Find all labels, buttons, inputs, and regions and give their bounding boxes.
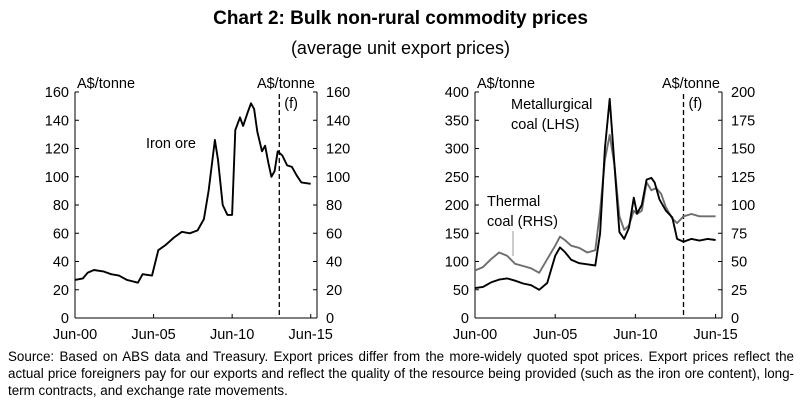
metallurgical-coal-lhs-line	[474, 97, 716, 291]
iron-ore-right-tick-label: 160	[326, 85, 350, 101]
coal-x-tick-label: Jun-00	[453, 327, 497, 343]
metallurgical-coal-label-line1: Metallurgical	[511, 97, 592, 113]
iron-ore-left-tick-label: 80	[53, 198, 69, 214]
iron-ore-right-tick-label: 40	[326, 255, 342, 271]
iron-ore-x-tick-label: Jun-10	[210, 327, 254, 343]
iron-ore-left-tick-label: 60	[53, 226, 69, 242]
iron-ore-left-tick-label: 100	[45, 170, 69, 186]
iron-ore-left-unit-label: A$/tonne	[77, 76, 135, 92]
coal-left-tick-label: 100	[445, 255, 469, 271]
coal-x-tick-label: Jun-05	[533, 327, 577, 343]
coal-left-tick-label: 300	[445, 142, 469, 158]
iron-ore-right-tick-label: 60	[326, 226, 342, 242]
iron-ore-right-tick-label: 0	[326, 311, 334, 327]
iron-ore-forecast-label: (f)	[284, 96, 298, 112]
iron-ore-left-tick-label: 160	[45, 85, 69, 101]
thermal-coal-label-line2: coal (RHS)	[487, 214, 558, 230]
thermal-coal-label-line1: Thermal	[487, 194, 540, 210]
iron-ore-line	[74, 102, 311, 284]
coal-right-tick-label: 100	[731, 198, 755, 214]
coal-left-tick-label: 350	[445, 113, 469, 129]
coal-right-tick-label: 25	[731, 283, 747, 299]
coal-x-tick-label: Jun-15	[693, 327, 737, 343]
iron-ore-right-tick-label: 80	[326, 198, 342, 214]
iron-ore-right-tick-label: 100	[326, 170, 350, 186]
coal-left-tick-label: 50	[453, 283, 469, 299]
coal-left-tick-label: 400	[445, 85, 469, 101]
chart-subtitle: (average unit export prices)	[290, 38, 511, 58]
iron-ore-right-tick-label: 140	[326, 113, 350, 129]
iron-ore-right-tick-label: 120	[326, 142, 350, 158]
iron-ore-left-tick-label: 20	[53, 283, 69, 299]
iron-ore-left-tick-label: 140	[45, 113, 69, 129]
iron-ore-left-tick-label: 40	[53, 255, 69, 271]
coal-right-tick-label: 150	[731, 142, 755, 158]
coal-right-tick-label: 125	[731, 170, 755, 186]
iron-ore-x-tick-label: Jun-05	[131, 327, 175, 343]
iron-ore-left-tick-label: 0	[61, 311, 69, 327]
coal-right-unit-label: A$/tonne	[662, 76, 720, 92]
coal-right-tick-label: 0	[731, 311, 739, 327]
coal-left-tick-label: 200	[445, 198, 469, 214]
metallurgical-coal-label-line2: coal (LHS)	[511, 117, 580, 133]
coal-x-tick-label: Jun-10	[613, 327, 657, 343]
iron-ore-right-tick-label: 20	[326, 283, 342, 299]
iron-ore-x-tick-label: Jun-00	[53, 327, 97, 343]
coal-right-tick-label: 175	[731, 113, 755, 129]
coal-right-tick-label: 200	[731, 85, 755, 101]
coal-left-tick-label: 150	[445, 226, 469, 242]
coal-left-unit-label: A$/tonne	[477, 76, 535, 92]
iron-ore-left-tick-label: 120	[45, 142, 69, 158]
coal-left-tick-label: 0	[461, 311, 469, 327]
coal-forecast-label: (f)	[689, 96, 703, 112]
coal-right-tick-label: 50	[731, 255, 747, 271]
iron-ore-series-label: Iron ore	[146, 136, 196, 152]
source-note: Source: Based on ABS data and Treasury. …	[8, 349, 794, 398]
coal-right-tick-label: 75	[731, 226, 747, 242]
charts-canvas: 0 20 40 60 80 100 120 140 160 0 20 40 60 80 100 120 140 1…	[45, 76, 755, 343]
iron-ore-right-unit-label: A$/tonne	[257, 76, 315, 92]
coal-left-tick-label: 250	[445, 170, 469, 186]
iron-ore-x-tick-label: Jun-15	[289, 327, 333, 343]
chart-title: Chart 2: Bulk non-rural commodity prices	[213, 8, 588, 29]
